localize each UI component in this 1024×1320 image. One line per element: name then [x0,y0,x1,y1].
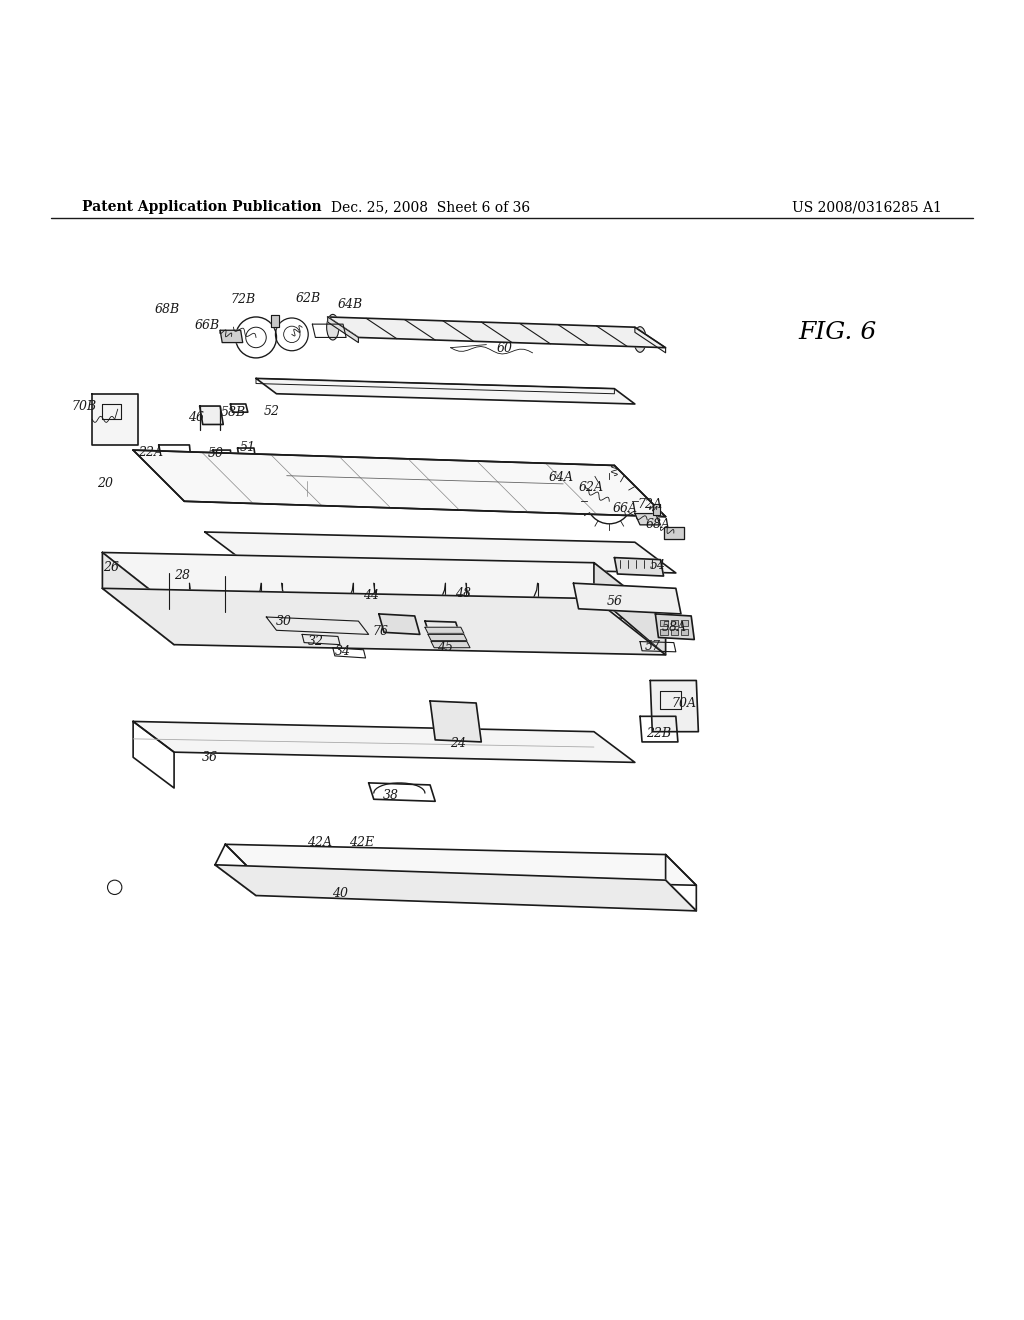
Text: Dec. 25, 2008  Sheet 6 of 36: Dec. 25, 2008 Sheet 6 of 36 [331,201,529,214]
Text: 62B: 62B [296,292,321,305]
Text: 76: 76 [373,624,389,638]
Text: 70A: 70A [672,697,696,710]
Polygon shape [573,583,681,614]
Text: 72A: 72A [638,498,663,511]
Text: 64A: 64A [549,471,573,484]
Polygon shape [200,407,223,425]
Polygon shape [655,614,694,639]
Text: 60: 60 [497,342,513,355]
Text: 52: 52 [263,405,280,417]
Text: 62A: 62A [579,482,603,495]
Polygon shape [205,532,676,573]
Text: 45: 45 [437,642,454,655]
Polygon shape [215,865,696,911]
Bar [660,630,668,635]
Text: 58A: 58A [662,620,686,634]
Text: 48: 48 [455,587,471,599]
Text: 34: 34 [335,645,351,659]
Polygon shape [102,589,666,655]
Polygon shape [102,553,174,644]
Polygon shape [430,701,481,742]
Polygon shape [451,568,532,589]
Text: 72B: 72B [230,293,255,306]
Text: 26: 26 [102,561,119,574]
Text: 42A: 42A [307,836,332,849]
Polygon shape [664,527,684,539]
Text: Patent Application Publication: Patent Application Publication [82,201,322,214]
Text: 36: 36 [202,751,218,764]
Text: 54: 54 [649,560,666,573]
Text: 40: 40 [332,887,348,900]
Text: 28: 28 [174,569,190,582]
Text: 64B: 64B [338,298,362,312]
Text: 57: 57 [644,640,660,653]
Polygon shape [428,635,467,640]
Polygon shape [379,614,420,635]
Text: 51: 51 [240,441,256,454]
Text: 42E: 42E [349,836,374,849]
Text: FIG. 6: FIG. 6 [799,321,877,343]
Polygon shape [92,393,138,445]
Polygon shape [614,557,664,576]
Text: 22A: 22A [138,446,163,458]
Polygon shape [425,627,464,634]
Text: 66A: 66A [612,502,637,515]
Polygon shape [102,553,666,619]
Polygon shape [225,845,696,886]
Polygon shape [328,317,358,343]
Polygon shape [653,504,660,515]
Text: 58B: 58B [221,405,246,418]
Text: 50: 50 [208,446,224,459]
Polygon shape [650,681,698,731]
Polygon shape [594,562,666,655]
Text: US 2008/0316285 A1: US 2008/0316285 A1 [793,201,942,214]
Text: 20: 20 [97,478,114,490]
Bar [671,620,678,626]
Polygon shape [133,722,635,763]
Text: 66B: 66B [195,318,219,331]
Polygon shape [133,450,666,516]
Polygon shape [635,513,660,525]
Bar [681,620,688,626]
Bar [660,620,668,626]
Text: 44: 44 [362,589,379,602]
Text: 70B: 70B [72,400,96,413]
Polygon shape [220,330,243,343]
Text: 56: 56 [606,595,623,609]
Polygon shape [271,315,279,327]
Bar [671,630,678,635]
Text: 38: 38 [383,788,399,801]
Ellipse shape [634,326,646,352]
Polygon shape [256,379,635,404]
Bar [681,630,688,635]
Polygon shape [431,642,470,648]
Text: 46: 46 [187,411,204,424]
Text: 68A: 68A [646,519,671,532]
Text: 68B: 68B [155,304,179,317]
Ellipse shape [327,314,339,341]
Text: 30: 30 [275,615,292,627]
Polygon shape [328,317,666,347]
Text: 22B: 22B [646,727,671,741]
Text: 32: 32 [307,635,324,648]
Text: 24: 24 [450,738,466,751]
